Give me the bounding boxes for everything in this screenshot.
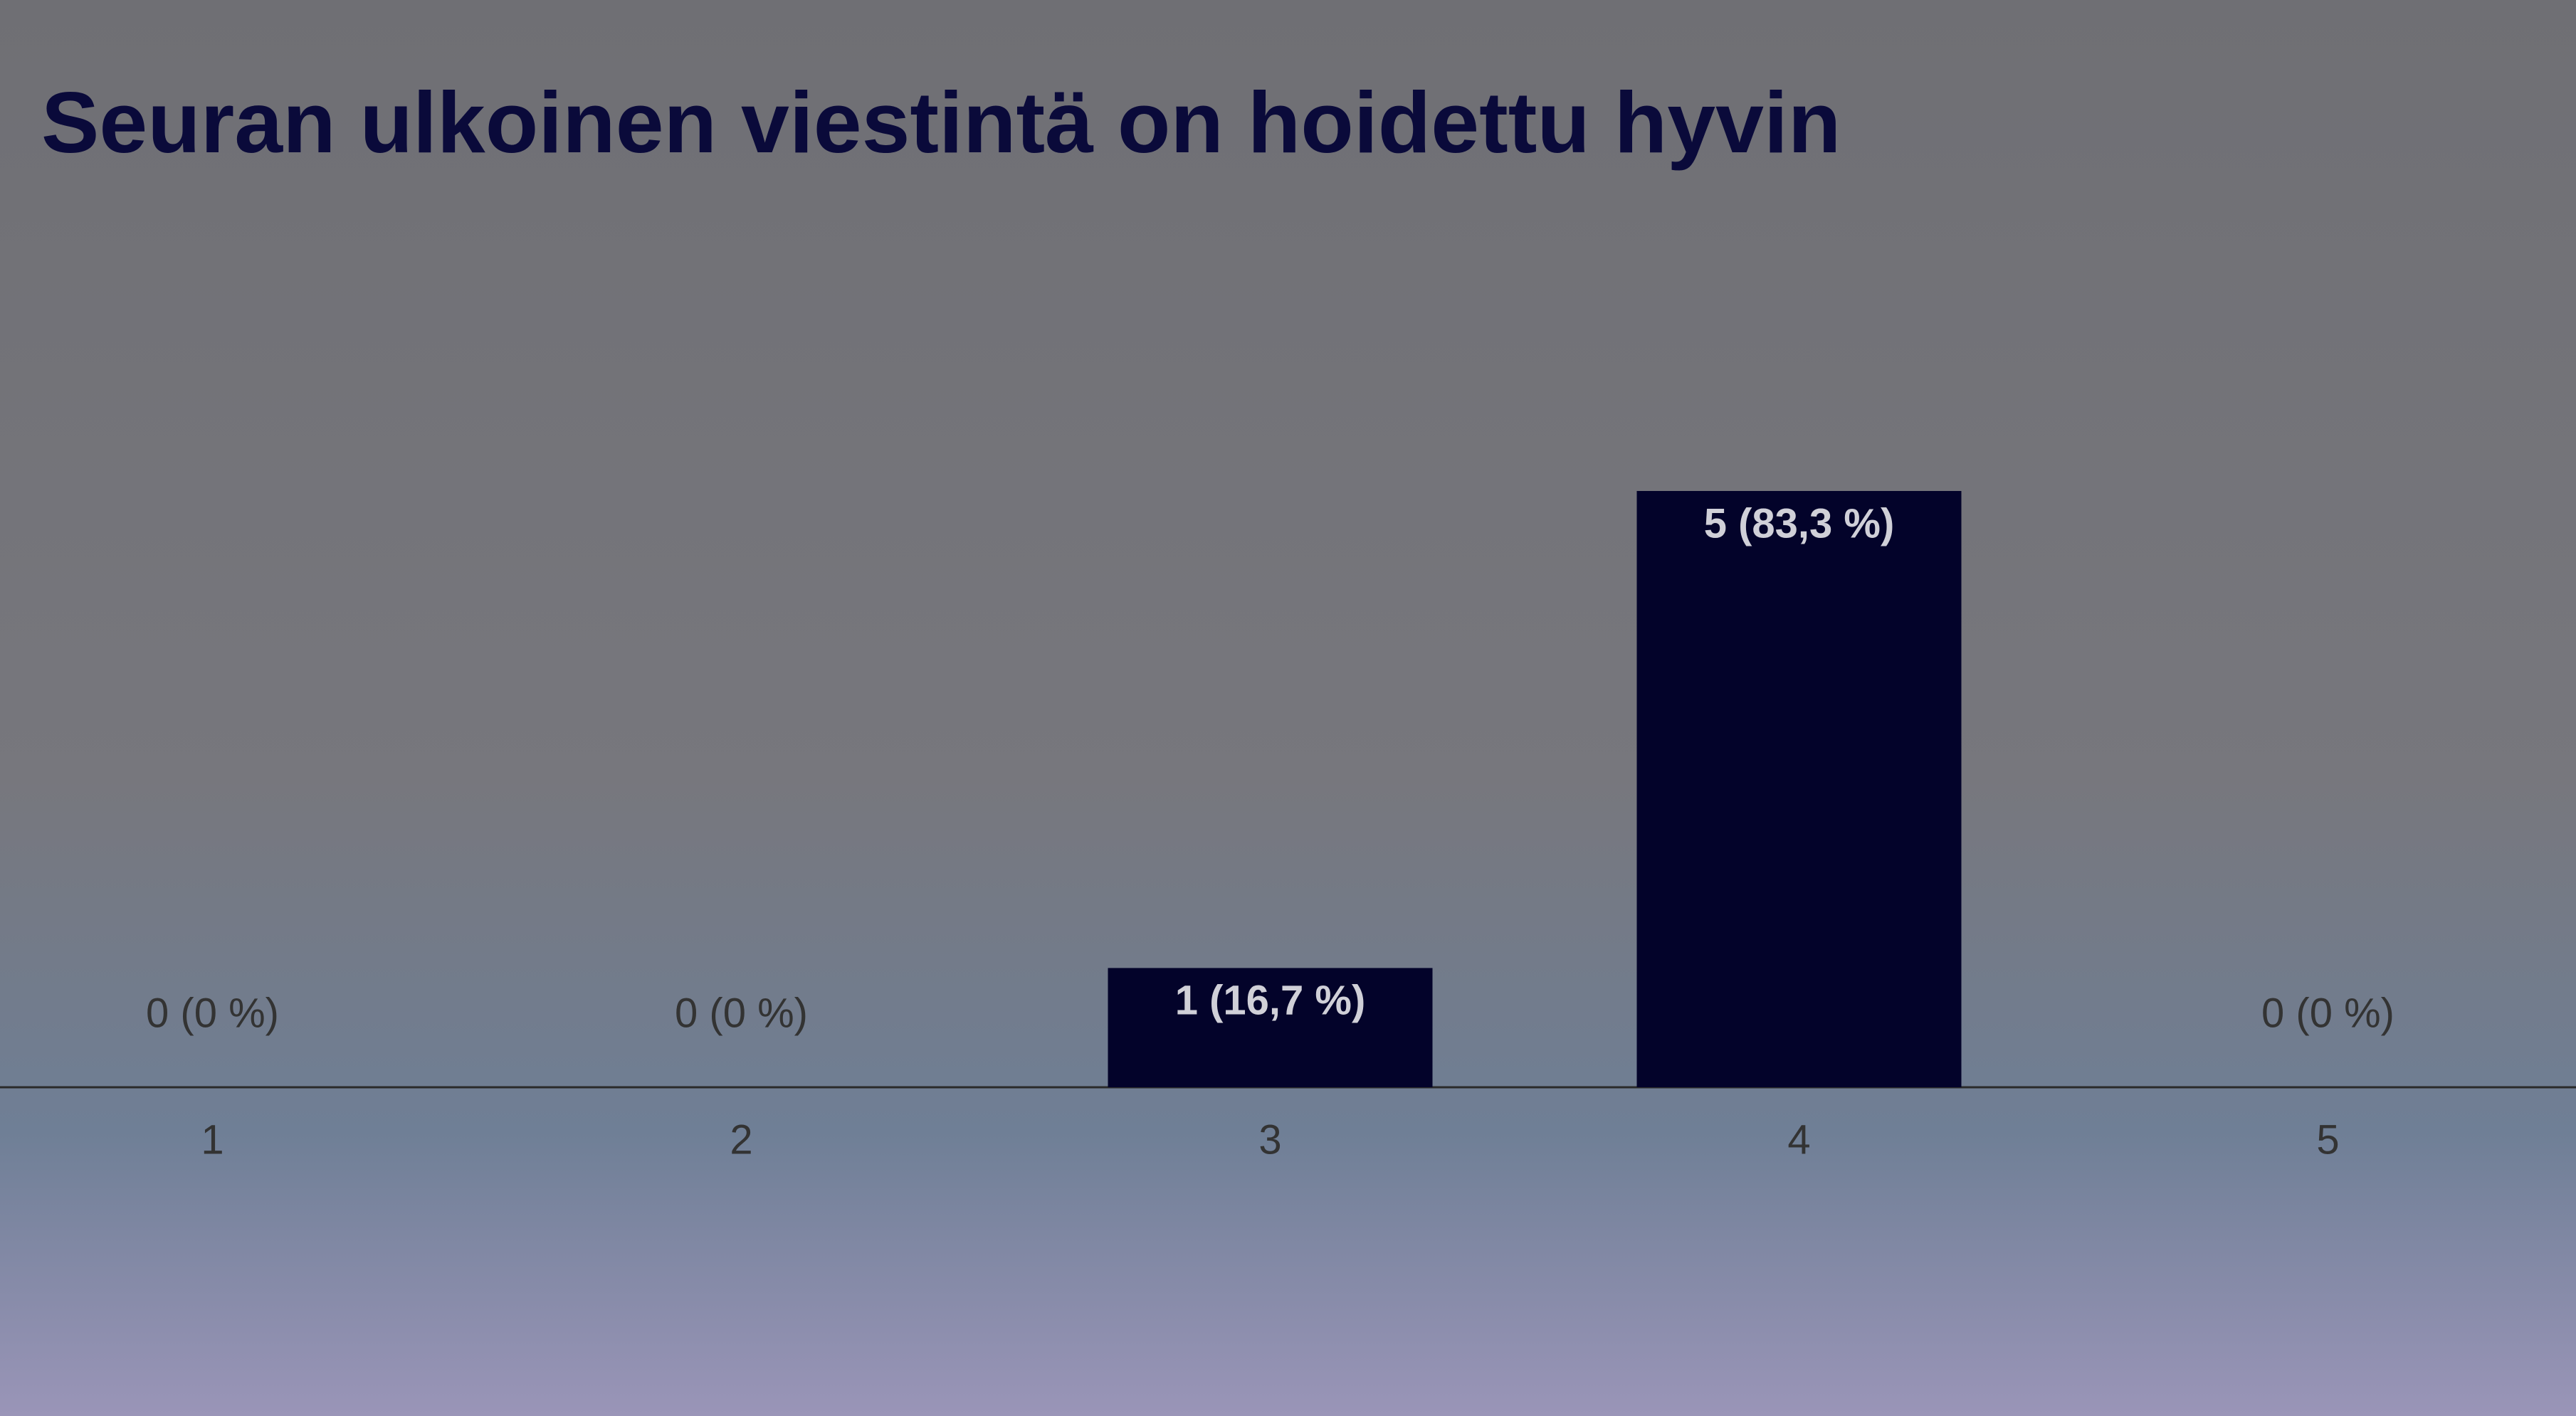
value-label: 0 (0 %) [2261, 990, 2394, 1036]
bar [1636, 491, 1962, 1087]
x-tick-label: 1 [201, 1116, 224, 1163]
bar [1108, 968, 1433, 1087]
value-label: 0 (0 %) [146, 990, 279, 1036]
value-label: 0 (0 %) [675, 990, 808, 1036]
x-tick-label: 4 [1787, 1116, 1810, 1163]
x-tick-label: 5 [2316, 1116, 2339, 1163]
x-tick-label: 3 [1258, 1116, 1281, 1163]
value-label: 5 (83,3 %) [1704, 500, 1895, 546]
chart-title: Seuran ulkoinen viestintä on hoidettu hy… [41, 74, 1841, 171]
value-label: 1 (16,7 %) [1175, 978, 1366, 1024]
x-tick-label: 2 [730, 1116, 752, 1163]
